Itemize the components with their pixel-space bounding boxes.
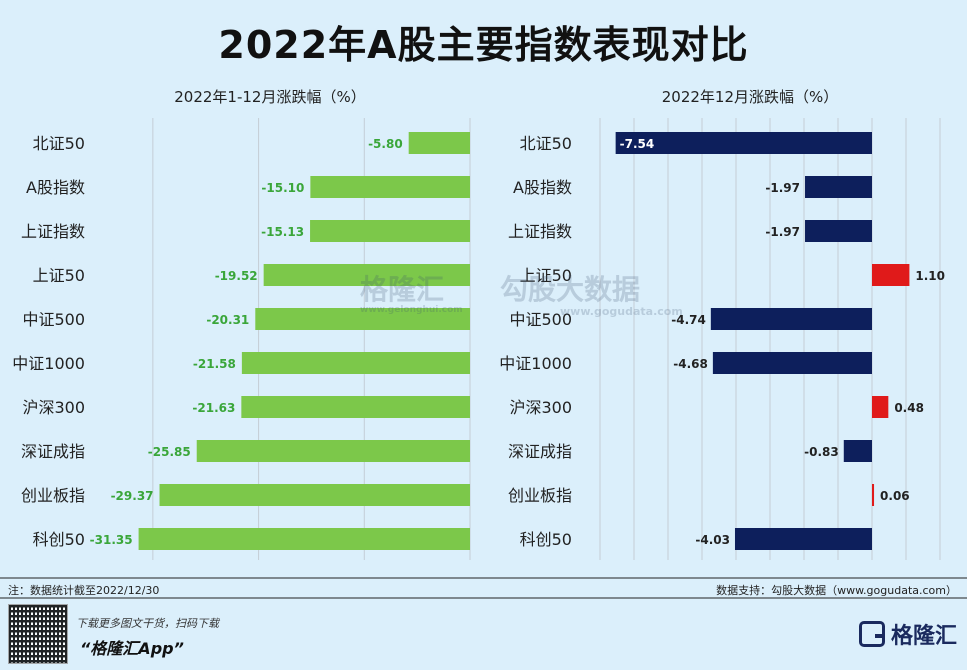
left-data-label: -19.52 xyxy=(215,269,258,283)
right-bar xyxy=(843,440,872,462)
left-category-label: 深证成指 xyxy=(21,442,85,461)
right-data-label: -1.97 xyxy=(765,181,800,195)
left-data-label: -31.35 xyxy=(90,533,133,547)
left-bar xyxy=(159,484,470,506)
right-category-label: 科创50 xyxy=(520,530,572,549)
left-category-label: 沪深300 xyxy=(22,398,85,417)
right-data-label: 1.10 xyxy=(915,269,945,283)
right-category-label: 上证指数 xyxy=(508,222,572,241)
left-bar xyxy=(241,352,470,374)
left-data-label: -21.58 xyxy=(193,357,236,371)
left-bar xyxy=(408,132,470,154)
right-bar xyxy=(712,352,872,374)
left-bar xyxy=(255,308,470,330)
left-data-label: -15.10 xyxy=(261,181,304,195)
right-chart-title: 2022年12月涨跌幅（%） xyxy=(661,88,839,106)
right-category-label: 上证50 xyxy=(520,266,572,285)
left-chart-title: 2022年1-12月涨跌幅（%） xyxy=(174,88,366,106)
right-bar xyxy=(710,308,872,330)
left-category-label: 创业板指 xyxy=(21,486,85,505)
left-data-label: -29.37 xyxy=(111,489,154,503)
watermark-brand1: 格隆汇 xyxy=(360,273,445,306)
brand-logo: 格隆汇 xyxy=(858,618,957,650)
right-category-label: 中证1000 xyxy=(499,354,572,373)
right-data-label: -4.68 xyxy=(673,357,708,371)
left-data-label: -20.31 xyxy=(206,313,249,327)
app-name: “格隆汇App” xyxy=(80,639,184,658)
left-data-label: -15.13 xyxy=(261,225,304,239)
watermark-brand2-url: www.gogudata.com xyxy=(560,305,683,318)
right-data-label: -1.97 xyxy=(765,225,800,239)
right-bar xyxy=(872,484,875,506)
right-bar xyxy=(872,396,889,418)
left-bar xyxy=(310,176,470,198)
watermark-brand2: 勾股大数据 xyxy=(500,273,641,306)
logo-text: 格隆汇 xyxy=(890,624,957,649)
data-source: 数据支持：勾股大数据（www.gogudata.com） xyxy=(716,584,957,597)
right-bar xyxy=(615,132,872,154)
page-title: 2022年A股主要指数表现对比 xyxy=(218,23,749,67)
right-bar xyxy=(805,176,872,198)
logo-icon xyxy=(858,621,885,647)
left-bar xyxy=(241,396,470,418)
qr-code[interactable] xyxy=(8,604,68,664)
right-category-label: 深证成指 xyxy=(508,442,572,461)
watermark-brand1-url: www.gelonghui.com xyxy=(360,305,463,315)
left-bar xyxy=(310,220,470,242)
left-bar xyxy=(138,528,471,550)
right-category-label: 创业板指 xyxy=(508,486,572,505)
left-bar xyxy=(196,440,470,462)
app-download-hint: 下载更多图文干货，扫码下载 xyxy=(76,617,219,630)
right-data-label: 0.48 xyxy=(894,401,924,415)
left-category-label: 科创50 xyxy=(33,530,85,549)
right-data-label: -4.74 xyxy=(671,313,706,327)
right-category-label: 沪深300 xyxy=(509,398,572,417)
footnote: 注：数据统计截至2022/12/30 xyxy=(8,584,160,597)
right-data-label: -4.03 xyxy=(695,533,730,547)
left-category-label: 中证1000 xyxy=(12,354,85,373)
right-data-label: -0.83 xyxy=(804,445,839,459)
left-data-label: -5.80 xyxy=(368,137,403,151)
left-data-label: -25.85 xyxy=(148,445,191,459)
right-data-label: 0.06 xyxy=(880,489,910,503)
left-data-label: -21.63 xyxy=(192,401,235,415)
left-category-label: 上证50 xyxy=(33,266,85,285)
right-category-label: 北证50 xyxy=(520,134,572,153)
left-category-label: 中证500 xyxy=(22,310,85,329)
left-category-label: 北证50 xyxy=(33,134,85,153)
left-bar xyxy=(263,264,470,286)
right-category-label: 中证500 xyxy=(509,310,572,329)
right-category-label: A股指数 xyxy=(513,178,572,197)
right-data-label: -7.54 xyxy=(620,137,655,151)
left-category-label: 上证指数 xyxy=(21,222,85,241)
right-bar xyxy=(805,220,872,242)
left-category-label: A股指数 xyxy=(26,178,85,197)
right-bar xyxy=(872,264,910,286)
right-bar xyxy=(734,528,872,550)
